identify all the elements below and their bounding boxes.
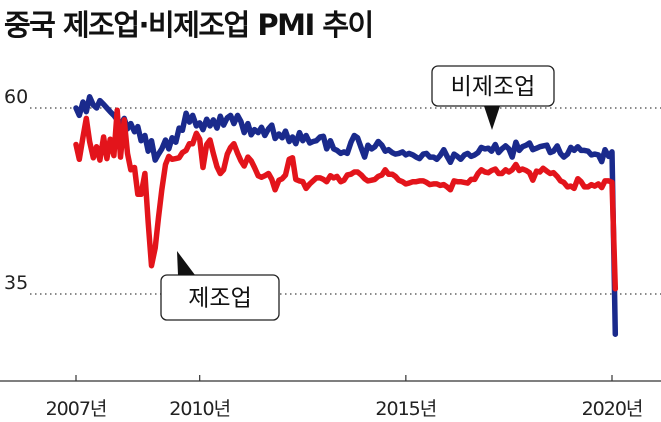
y-tick-label-35: 35 (4, 272, 28, 294)
x-axis (0, 375, 661, 382)
callout-pointer-icon (177, 251, 195, 275)
series-line-nonmanufacturing (73, 94, 619, 337)
x-tick-label-2007: 2007년 (46, 398, 107, 420)
y-tick-labels: 60 35 (4, 86, 28, 294)
x-tick-label-2010: 2010년 (169, 398, 230, 420)
callout-label: 비제조업 (451, 74, 536, 100)
series-line-manufacturing (73, 107, 619, 292)
callout-manufacturing: 제조업 (160, 251, 280, 321)
grid-lines (30, 107, 661, 295)
callout-label: 제조업 (188, 286, 251, 312)
x-tick-label-2015: 2015년 (375, 398, 436, 420)
x-tick-labels: 2007년 2010년 2015년 2020년 (46, 398, 644, 420)
series-lines (73, 94, 619, 337)
callout-pointer-icon (484, 106, 500, 130)
chart-title: 중국 제조업·비제조업 PMI 추이 (4, 8, 374, 42)
y-tick-label-60: 60 (4, 86, 28, 108)
callout-nonmanufacturing: 비제조업 (431, 65, 555, 130)
x-tick-label-2020: 2020년 (582, 398, 643, 420)
